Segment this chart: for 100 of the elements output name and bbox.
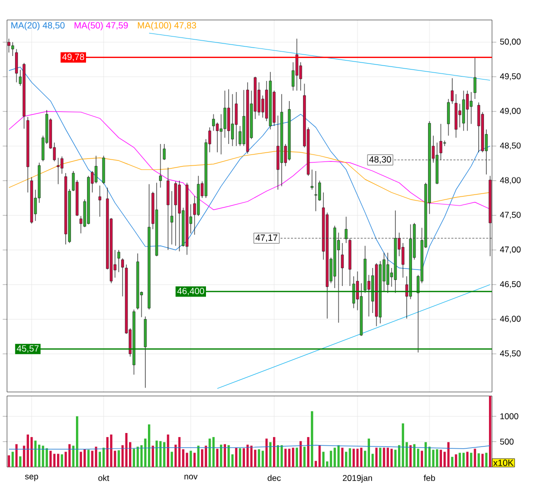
bar — [224, 444, 226, 467]
bar — [156, 440, 158, 467]
y-tick-label: 46,50 — [500, 281, 521, 288]
bar — [136, 446, 139, 467]
y-tick-label: 1000 — [500, 413, 518, 420]
candlestick — [15, 48, 18, 83]
bar — [197, 446, 200, 467]
y-tick-label: 48,50 — [500, 142, 521, 150]
bar — [228, 445, 230, 467]
candlestick — [386, 252, 390, 294]
bar — [360, 448, 362, 467]
bar — [466, 452, 469, 467]
ref-line-label: 49,78 — [62, 54, 84, 62]
line-series — [8, 150, 490, 204]
candlestick — [174, 181, 177, 246]
bar — [26, 434, 29, 467]
y-tick-label: 49,00 — [500, 108, 521, 115]
candlestick — [474, 58, 476, 100]
bar — [440, 450, 442, 467]
candlestick — [234, 92, 238, 146]
text: MA(100) 47,83 — [138, 22, 196, 30]
candlestick — [170, 190, 174, 245]
bar — [53, 454, 56, 467]
bar — [110, 434, 112, 467]
bar — [30, 437, 33, 467]
bar — [19, 456, 22, 467]
candlestick — [458, 104, 462, 128]
bar — [246, 444, 249, 467]
bar — [102, 448, 105, 467]
candlestick — [224, 90, 226, 138]
ref-line-label: 45,57 — [16, 345, 39, 353]
candlestick — [227, 89, 230, 144]
text: MA(50) 47,59 — [74, 22, 128, 30]
bar — [208, 438, 211, 467]
candlestick — [439, 124, 442, 160]
bar — [84, 449, 86, 467]
candlestick — [352, 276, 356, 308]
candlestick — [231, 94, 234, 146]
bar — [300, 441, 302, 467]
bar — [352, 448, 355, 467]
y-tick-label: 46,00 — [500, 316, 521, 323]
bar — [201, 449, 204, 467]
bar — [341, 448, 344, 467]
bar — [12, 452, 14, 467]
x-tick-label: 2019jan — [342, 474, 372, 483]
bar — [386, 448, 389, 467]
bar — [296, 448, 298, 467]
bar — [152, 446, 154, 467]
candlestick — [276, 115, 280, 190]
candlestick — [466, 90, 469, 132]
bar — [344, 452, 348, 467]
candlestick — [296, 38, 298, 91]
y-tick-label: 500 — [500, 438, 514, 445]
bar — [163, 442, 166, 467]
x-tick-label: okt — [98, 474, 110, 481]
candlestick — [344, 216, 348, 244]
candlestick — [318, 180, 321, 202]
bar — [46, 448, 48, 467]
bar — [485, 452, 488, 467]
ref-line-label: 47,17 — [256, 234, 278, 242]
bar — [334, 448, 336, 467]
candlestick — [314, 170, 318, 212]
bar — [368, 438, 370, 467]
bar — [254, 450, 256, 467]
candlestick — [477, 102, 480, 153]
candlestick — [340, 242, 344, 286]
bar — [118, 450, 120, 467]
y-axis-title: x10K — [493, 460, 514, 466]
bar — [235, 448, 238, 467]
bar — [458, 452, 461, 467]
bar — [262, 450, 264, 467]
bar — [451, 456, 454, 467]
bar — [413, 444, 416, 467]
bar — [216, 448, 218, 467]
candlestick — [216, 122, 219, 153]
bar — [98, 452, 101, 467]
line-series — [8, 66, 490, 270]
text: MA(20) 48,50 — [11, 22, 65, 30]
candlestick — [11, 42, 14, 56]
candlestick — [159, 144, 162, 188]
bar — [307, 437, 310, 467]
x-tick-label: feb — [424, 474, 436, 481]
candlestick — [94, 156, 98, 184]
line-series — [8, 111, 490, 210]
bar — [170, 452, 173, 467]
x-tick-label: nov — [184, 474, 198, 480]
bar — [288, 448, 290, 467]
bar — [190, 450, 192, 467]
bar — [38, 444, 40, 467]
candlestick — [121, 258, 124, 297]
bar — [269, 442, 272, 467]
candlestick — [60, 156, 64, 174]
candlestick — [470, 92, 473, 124]
bar — [432, 450, 434, 467]
bar — [242, 448, 245, 467]
bar — [280, 445, 283, 467]
bar — [379, 448, 382, 467]
bar — [57, 454, 60, 467]
y-tick-label: 50,00 — [500, 38, 521, 46]
y-tick-label: 47,50 — [500, 212, 521, 219]
